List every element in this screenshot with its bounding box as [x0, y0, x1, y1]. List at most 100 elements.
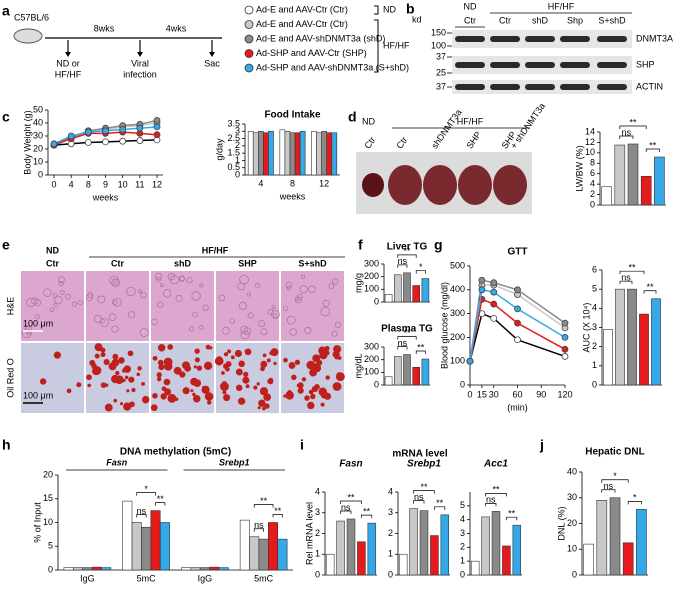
y-tick-label: 50 [33, 104, 43, 114]
group-label: ND [383, 4, 396, 14]
cell [285, 281, 293, 289]
x-axis-label: weeks [279, 191, 306, 201]
band [455, 84, 485, 90]
lipid-droplet [161, 386, 167, 392]
bar [622, 542, 634, 576]
y-tick-label: 2.5 [227, 133, 240, 143]
cell [138, 289, 143, 294]
series-marker [478, 286, 486, 294]
lipid-droplet [283, 394, 287, 398]
lipid-droplet [307, 401, 315, 410]
micrograph [151, 343, 214, 413]
series-marker [490, 300, 498, 308]
y-tick-label: 3.5 [227, 118, 240, 128]
bar [367, 522, 377, 576]
series-marker [561, 345, 569, 353]
cell [238, 301, 247, 310]
lipid-droplet [310, 393, 316, 400]
significance-bracket [619, 125, 647, 129]
y-tick-label: 40 [33, 117, 43, 127]
cell [255, 283, 261, 288]
bar [131, 522, 142, 571]
lipid-droplet [152, 392, 158, 399]
lipid-droplet [103, 358, 110, 366]
band [560, 36, 590, 42]
liver [423, 165, 457, 205]
legend-swatch [244, 49, 254, 58]
panel-label: c [2, 109, 10, 125]
series-marker [136, 137, 144, 144]
y-tick-label: 200 [364, 271, 379, 281]
series-marker [153, 123, 161, 131]
bar [190, 567, 201, 571]
y-tick-label: 200 [364, 354, 379, 364]
significance-bracket [397, 346, 408, 350]
bar [412, 366, 420, 386]
lipid-droplet [262, 353, 267, 358]
event-label: Viral [131, 58, 149, 68]
bracket [374, 19, 379, 73]
chart-title: DNA methylation (5mC) [120, 447, 231, 458]
lane-label: Ctr [464, 15, 476, 25]
lipid-droplet [100, 382, 107, 388]
cell [286, 315, 296, 325]
significance-label: ** [628, 263, 636, 273]
significance-bracket [340, 500, 362, 504]
x-tick-label: 5mC [254, 573, 274, 583]
cell [139, 328, 149, 337]
bar [394, 274, 402, 303]
lipid-droplet [163, 362, 173, 371]
series-marker [84, 128, 92, 136]
x-tick-label: 15 [477, 389, 487, 399]
cell [126, 286, 136, 297]
liver [493, 165, 527, 205]
series-marker [514, 305, 521, 313]
y-tick-label: 14 [585, 126, 595, 136]
lipid-droplet [157, 344, 166, 352]
cell [199, 283, 204, 288]
y-tick-label: 10 [33, 156, 43, 166]
lipid-droplet [297, 387, 304, 394]
lipid-droplet [221, 371, 225, 375]
lipid-droplet [260, 366, 265, 372]
x-tick-label: 0 [467, 389, 472, 399]
significance-label: ns [137, 506, 147, 516]
y-tick-label: 10 [43, 517, 53, 527]
bar [294, 132, 301, 176]
bar [277, 538, 288, 571]
significance-bracket [601, 479, 629, 483]
bar [316, 132, 322, 176]
cell [58, 276, 65, 284]
y-tick-label: 2 [235, 140, 240, 150]
y-tick-label: 6 [590, 168, 595, 178]
bar [640, 176, 652, 206]
band [597, 36, 627, 42]
y-tick-label: 2 [315, 528, 320, 538]
panel-label: a [2, 3, 10, 19]
lipid-droplet [235, 384, 243, 392]
bar [502, 545, 511, 576]
arrow-head [209, 52, 215, 57]
cell [189, 326, 195, 332]
y-tick-label: 20 [33, 143, 43, 153]
significance-label: ** [417, 342, 425, 352]
cell [218, 294, 226, 302]
series-marker [514, 336, 521, 344]
legend-swatch [244, 34, 254, 44]
marker-label: 37 [436, 51, 446, 61]
lipid-droplet [204, 392, 214, 401]
significance-label: ** [347, 492, 355, 502]
series-marker [119, 137, 127, 145]
significance-label: ns [341, 502, 351, 512]
bar [268, 522, 279, 571]
lipid-droplet [223, 363, 229, 370]
y-tick-label: 3 [592, 322, 597, 332]
bar [470, 560, 480, 576]
significance-label: * [144, 484, 148, 494]
x-tick-label: 9 [103, 179, 108, 189]
y-tick-label: 3 [388, 507, 393, 517]
x-tick-label: 8 [86, 179, 91, 189]
cell [43, 288, 52, 297]
bar [258, 538, 269, 571]
series-marker [153, 131, 161, 139]
